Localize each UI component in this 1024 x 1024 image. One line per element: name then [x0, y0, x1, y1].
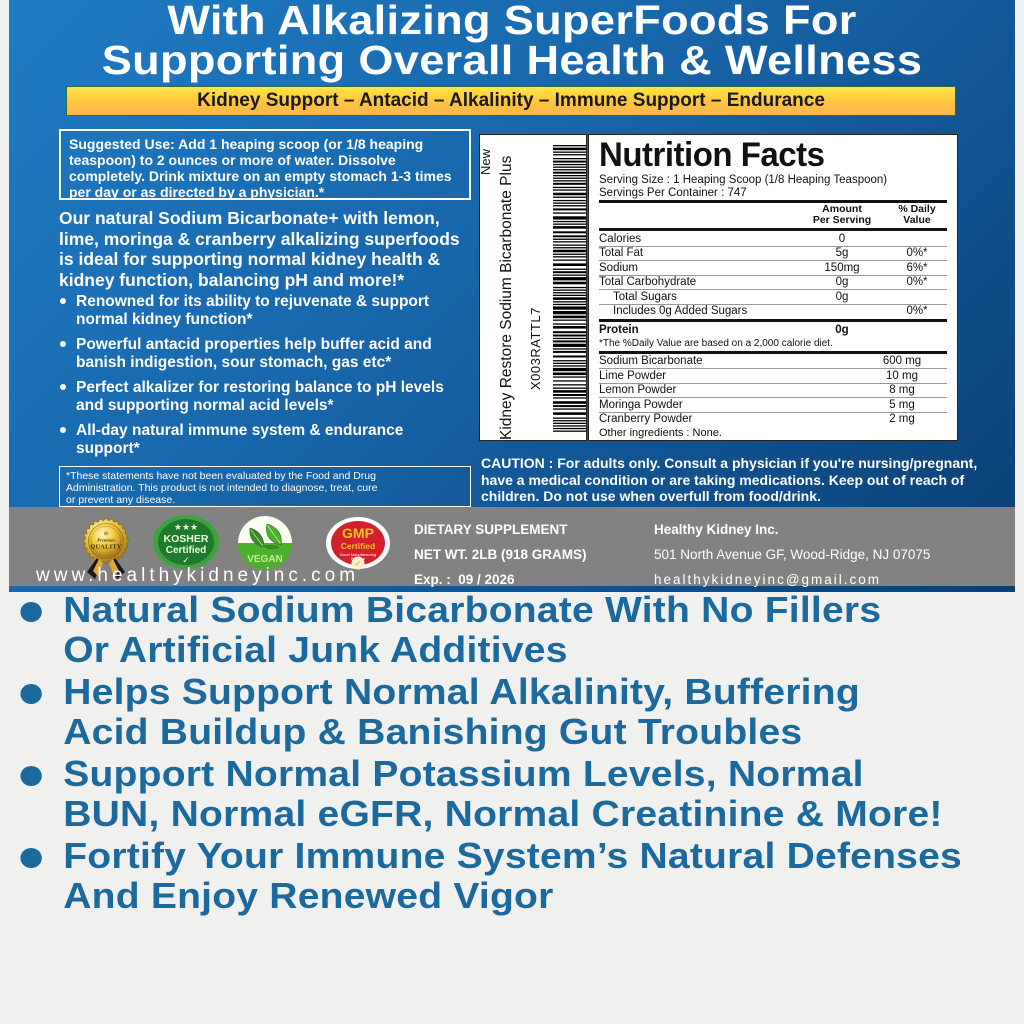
svg-text:VEGAN: VEGAN — [247, 554, 283, 565]
svg-text:★★★: ★★★ — [174, 522, 198, 532]
svg-text:QUALITY: QUALITY — [90, 544, 122, 551]
svg-text:★: ★ — [105, 532, 107, 535]
svg-text:Certified: Certified — [341, 541, 375, 551]
svg-text:✓: ✓ — [182, 555, 190, 565]
svg-text:GMP: GMP — [342, 525, 374, 541]
svg-text:Premium: Premium — [97, 538, 115, 543]
svg-text:KOSHER: KOSHER — [164, 533, 209, 545]
